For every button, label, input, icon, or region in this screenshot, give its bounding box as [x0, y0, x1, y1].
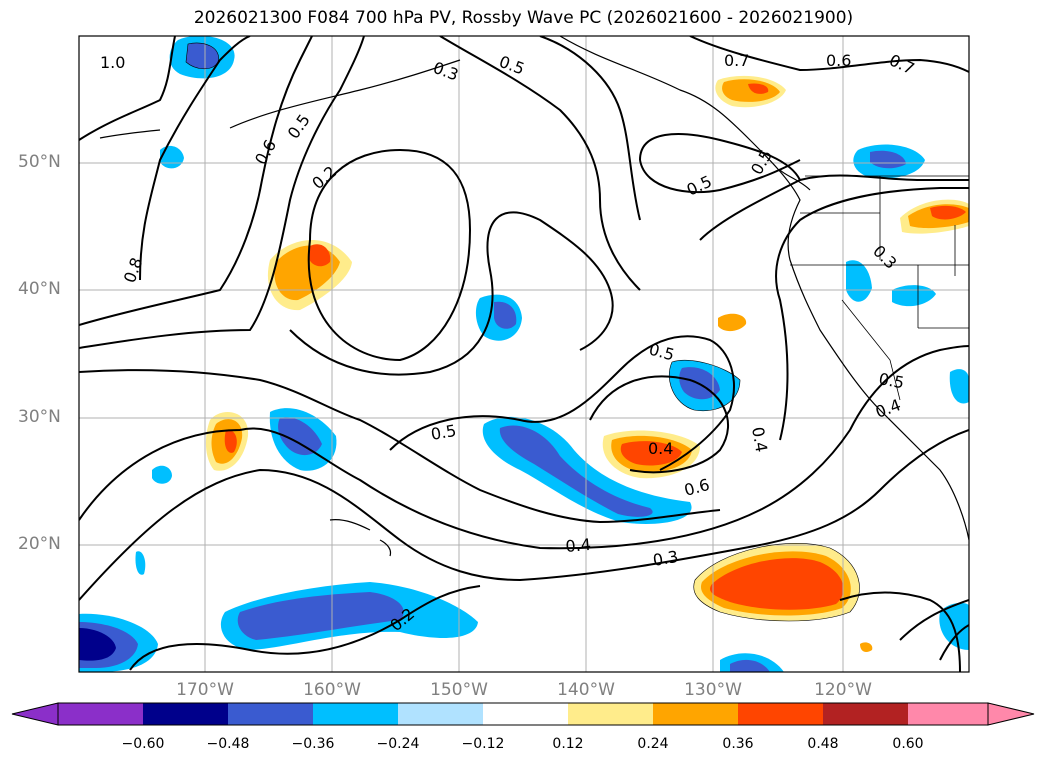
colorbar-frame — [57, 702, 989, 726]
colorbar-label: −0.24 — [376, 736, 420, 752]
map-frame — [78, 35, 970, 673]
colorbar-label: −0.48 — [206, 736, 250, 752]
colorbar-label: −0.12 — [461, 736, 505, 752]
coastlines — [99, 36, 969, 557]
lon-label: 170°W — [176, 680, 234, 700]
gridlines — [79, 36, 969, 672]
contour-label: 0.5 — [429, 421, 457, 444]
colorbar-segment — [398, 703, 483, 725]
contour-label: 0.3 — [651, 547, 679, 570]
contour-label: 0.4 — [565, 535, 592, 556]
colorbar-segment — [483, 703, 568, 725]
colorbar-segment — [228, 703, 313, 725]
colorbar-segment — [823, 703, 908, 725]
contour-label: 0.4 — [648, 439, 673, 458]
negative-anomaly-pv — [79, 36, 969, 672]
colorbar-label: 0.60 — [892, 736, 924, 752]
contour-label: 1.0 — [100, 53, 125, 72]
lon-label: 130°W — [684, 680, 742, 700]
colorbar — [11, 702, 1035, 726]
contour-label: 0.7 — [724, 51, 749, 70]
colorbar-label: −0.36 — [291, 736, 335, 752]
lon-label: 140°W — [557, 680, 615, 700]
lon-label: 160°W — [303, 680, 361, 700]
colorbar-segment — [143, 703, 228, 725]
lon-label: 150°W — [430, 680, 488, 700]
lat-label: 20°N — [18, 534, 61, 554]
colorbar-segment — [653, 703, 738, 725]
colorbar-segment — [313, 703, 398, 725]
colorbar-segment — [738, 703, 823, 725]
anomaly-outline — [185, 42, 860, 622]
colorbar-label: 0.48 — [807, 736, 839, 752]
colorbar-extend-low — [11, 702, 59, 726]
pv-contours — [79, 36, 969, 672]
colorbar-label: 0.24 — [637, 736, 669, 752]
lat-label: 50°N — [18, 152, 61, 172]
colorbar-segment — [568, 703, 653, 725]
lon-label: 120°W — [814, 680, 872, 700]
lat-label: 40°N — [18, 279, 61, 299]
colorbar-segment — [908, 703, 988, 725]
lat-label: 30°N — [18, 407, 61, 427]
colorbar-extend-high — [987, 702, 1035, 726]
colorbar-label: 0.36 — [722, 736, 754, 752]
map-title: 2026021300 F084 700 hPa PV, Rossby Wave … — [193, 8, 854, 28]
contour-label: 0.5 — [877, 369, 905, 392]
colorbar-label: −0.60 — [121, 736, 165, 752]
colorbar-segment — [58, 703, 143, 725]
contour-label: 0.4 — [748, 425, 771, 453]
contour-label: 0.6 — [826, 51, 851, 70]
colorbar-label: 0.12 — [552, 736, 584, 752]
